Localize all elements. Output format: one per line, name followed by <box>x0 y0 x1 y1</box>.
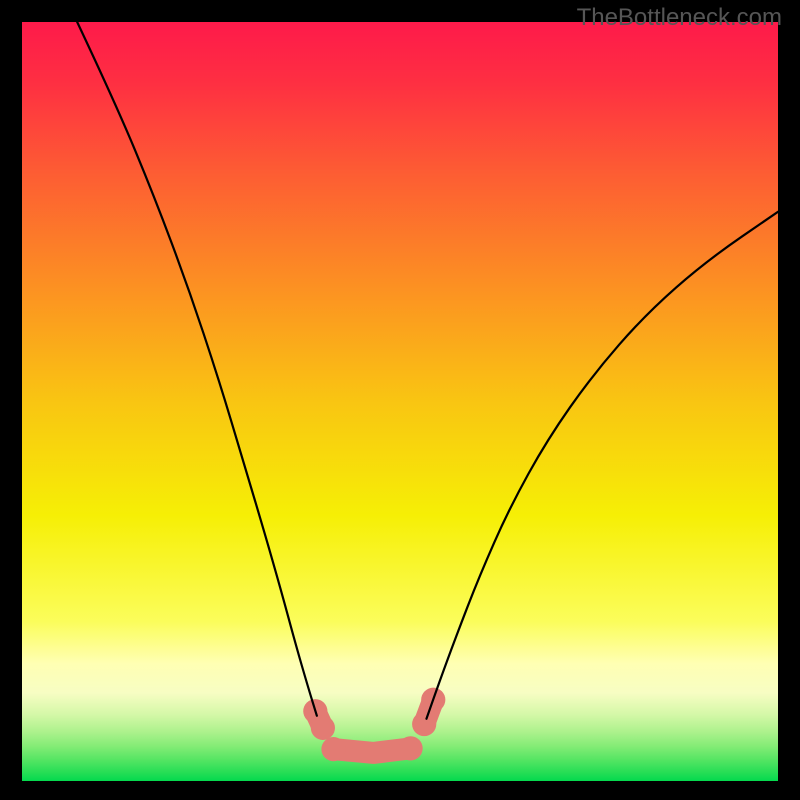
chart-plot-area <box>22 22 778 781</box>
chart-frame: TheBottleneck.com <box>0 0 800 800</box>
worm-endcap <box>321 737 345 761</box>
gradient-background <box>22 22 778 781</box>
chart-svg <box>22 22 778 781</box>
watermark-text: TheBottleneck.com <box>577 4 782 32</box>
worm-endcap <box>412 712 436 736</box>
worm-endcap <box>398 736 422 760</box>
worm-endcap <box>311 716 335 740</box>
